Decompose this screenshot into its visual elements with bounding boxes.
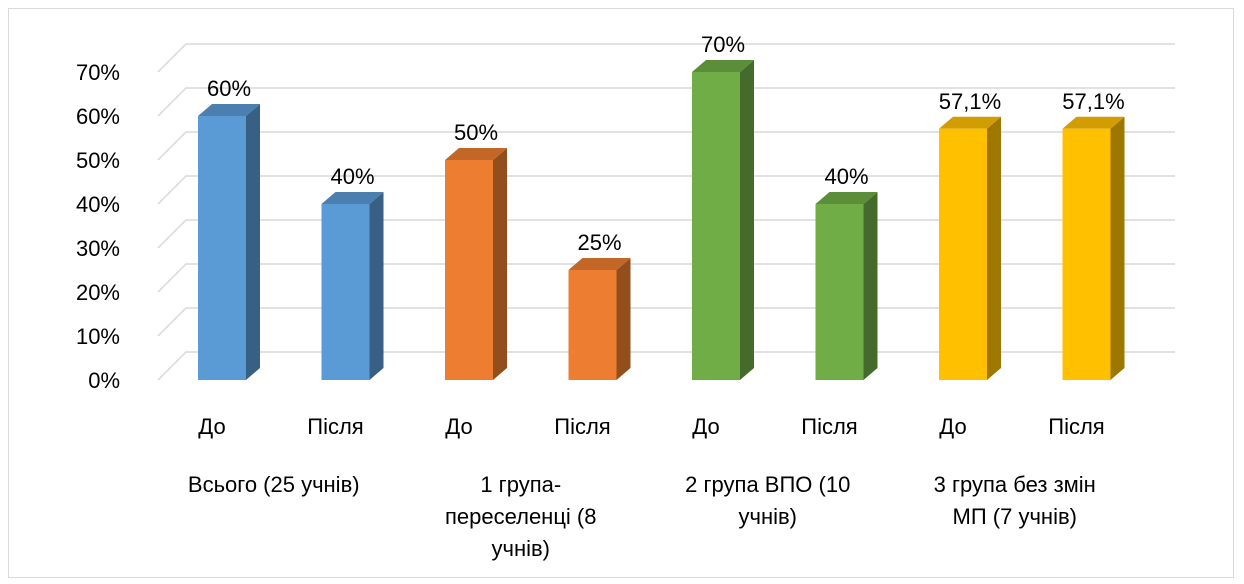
x-category-label: Після xyxy=(1048,414,1104,439)
data-label: 40% xyxy=(824,164,868,189)
bars xyxy=(198,60,1125,380)
bar xyxy=(939,116,1001,380)
data-label: 50% xyxy=(454,120,498,145)
bar xyxy=(692,60,754,380)
gridline xyxy=(157,263,1175,293)
data-label: 57,1% xyxy=(939,89,1001,114)
gridline xyxy=(157,43,1175,73)
bar xyxy=(568,258,631,380)
x-category-label: До xyxy=(692,414,719,439)
bar xyxy=(321,192,384,380)
x-category-label: До xyxy=(445,414,472,439)
x-group-label: 1 група-переселенці (8 учнів) xyxy=(445,472,597,561)
data-labels: 60% 40% 50% 25% 70% 40% 57,1% 57,1% xyxy=(207,32,1125,255)
x-axis-categories: До Після Всього (25 учнів) До Після 1 група-п… xyxy=(188,414,1105,561)
y-axis: 0% 10% 20% 30% 40% 50% 60% 70% xyxy=(76,60,120,393)
y-tick-label: 50% xyxy=(76,148,120,173)
x-group-label: Всього (25 учнів) xyxy=(188,472,360,497)
y-tick-label: 20% xyxy=(76,280,120,305)
data-label: 57,1% xyxy=(1062,89,1124,114)
gridline xyxy=(157,87,1175,117)
gridline xyxy=(157,131,1175,161)
y-tick-label: 30% xyxy=(76,236,120,261)
x-group-label: 3 група без змін МП (7 учнів) xyxy=(934,472,1096,529)
bar xyxy=(198,104,260,380)
y-tick-label: 10% xyxy=(76,324,120,349)
gridline xyxy=(157,219,1175,249)
x-category-label: Після xyxy=(554,414,610,439)
x-group-label: 2 група ВПО (10 учнів) xyxy=(685,472,850,529)
data-label: 40% xyxy=(330,164,374,189)
bar xyxy=(445,148,507,380)
data-label: 70% xyxy=(701,32,745,57)
gridline xyxy=(157,175,1175,205)
bar xyxy=(1062,116,1125,380)
y-tick-label: 60% xyxy=(76,104,120,129)
x-category-label: Після xyxy=(307,414,363,439)
x-category-label: До xyxy=(198,414,225,439)
gridlines xyxy=(157,43,1175,381)
bar xyxy=(815,192,878,380)
x-category-label: До xyxy=(939,414,966,439)
data-label: 60% xyxy=(207,76,251,101)
y-tick-label: 70% xyxy=(76,60,120,85)
x-category-label: Після xyxy=(801,414,857,439)
gridline xyxy=(157,351,1175,381)
y-tick-label: 0% xyxy=(88,368,120,393)
gridline xyxy=(157,307,1175,337)
y-tick-label: 40% xyxy=(76,192,120,217)
data-label: 25% xyxy=(577,230,621,255)
